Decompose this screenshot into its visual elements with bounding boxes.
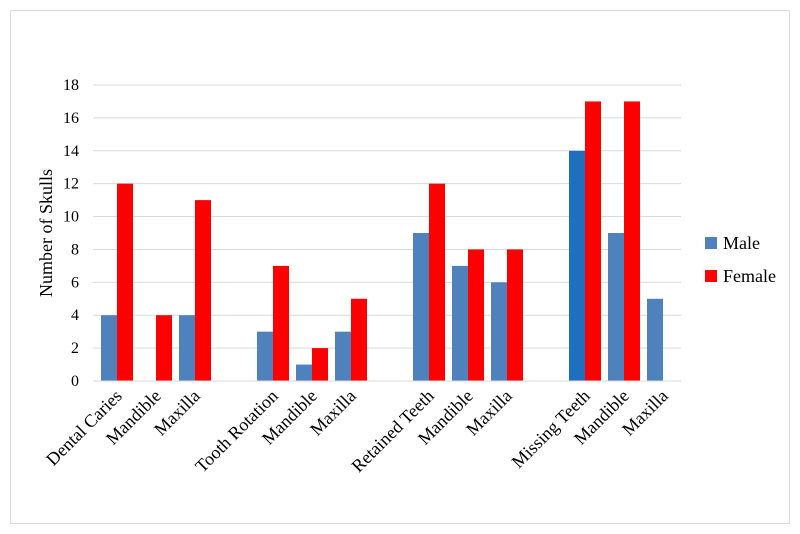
- y-axis-tick-labels: 0 2 4 6 8 10 12 14 16 18: [63, 77, 79, 390]
- bar-female-8: [507, 249, 523, 381]
- y-tick-label: 2: [71, 340, 79, 357]
- bar-female-10: [624, 101, 640, 381]
- legend-label-male: Male: [723, 233, 760, 253]
- bar-male-11: [647, 298, 663, 381]
- y-tick-label: 8: [71, 241, 79, 258]
- y-tick-label: 12: [63, 176, 79, 193]
- bar-male-8: [491, 282, 507, 381]
- y-tick-label: 16: [63, 110, 79, 127]
- y-tick-label: 0: [71, 373, 79, 390]
- y-tick-label: 6: [71, 274, 79, 291]
- bar-female-6: [429, 183, 445, 381]
- bar-female-3: [273, 265, 289, 381]
- y-tick-label: 18: [63, 77, 79, 94]
- bar-male-7: [452, 265, 468, 381]
- bar-male-3: [257, 331, 273, 381]
- bar-male-9: [569, 150, 585, 381]
- bar-female-5: [351, 298, 367, 381]
- bar-female-2: [195, 200, 211, 381]
- legend-swatch-female: [705, 270, 717, 282]
- bar-female-0: [117, 183, 133, 381]
- y-tick-label: 14: [63, 143, 79, 160]
- bars: [101, 101, 663, 381]
- bar-male-0: [101, 315, 117, 381]
- y-tick-label: 4: [71, 307, 79, 324]
- bar-male-10: [608, 233, 624, 381]
- bar-female-4: [312, 348, 328, 381]
- chart-frame: [10, 10, 790, 524]
- y-tick-label: 10: [63, 209, 79, 226]
- legend-label-female: Female: [723, 266, 776, 286]
- bar-female-9: [585, 101, 601, 381]
- bar-male-5: [335, 331, 351, 381]
- legend: Male Female: [705, 233, 776, 286]
- legend-swatch-male: [705, 237, 717, 249]
- bar-male-4: [296, 364, 312, 381]
- y-axis-title: Number of Skulls: [36, 169, 56, 297]
- bar-female-7: [468, 249, 484, 381]
- bar-female-1: [156, 315, 172, 381]
- bar-male-6: [413, 233, 429, 381]
- bar-male-2: [179, 315, 195, 381]
